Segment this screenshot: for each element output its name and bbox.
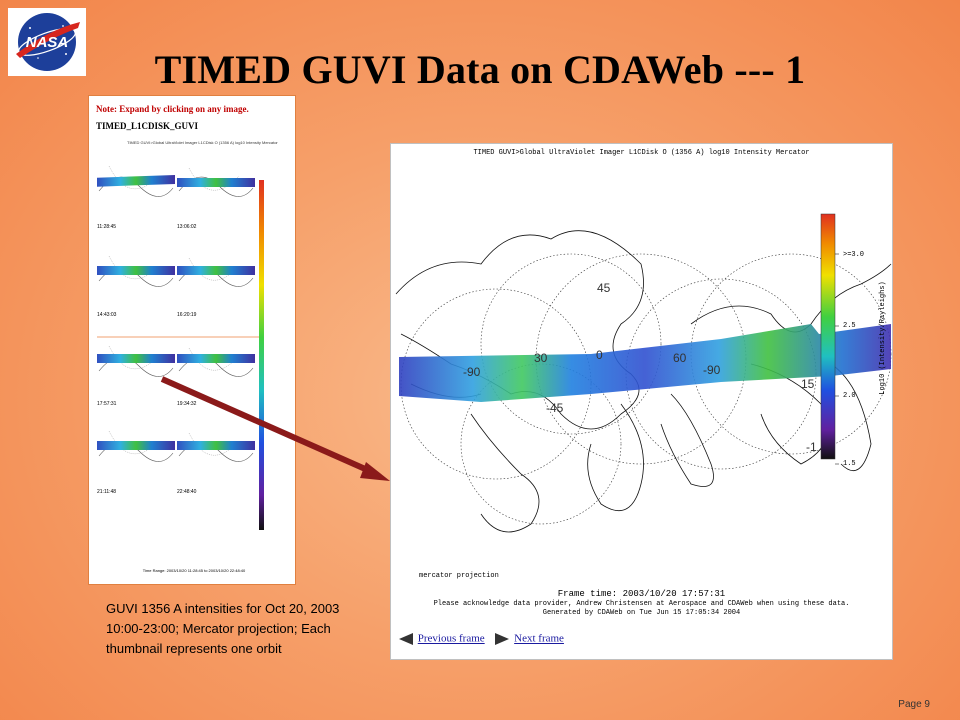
thumbnail-time: 13:06:02 <box>177 224 197 230</box>
mercator-map[interactable]: 45 30 0 -90 60 -90 -45 15 -1 <box>391 144 894 564</box>
colorbar-label: Log10 (Intensity/Rayleighs) <box>879 281 887 395</box>
thumbnail-subtitle: TIMED GUVI>Global UltraViolet Imager L1C… <box>127 140 278 145</box>
caption: GUVI 1356 A intensities for Oct 20, 2003… <box>106 601 340 656</box>
thumbnail-time: 21:11:48 <box>97 489 117 495</box>
data-swath <box>399 324 891 402</box>
colorbar-tick: 2.5 <box>843 322 856 330</box>
thumbnail-time: 22:48:40 <box>177 489 197 495</box>
projection-label: mercator projection <box>419 572 499 580</box>
frame-time: Frame time: 2003/10/20 17:57:31 <box>557 589 726 599</box>
nasa-meatball-icon: NASA <box>16 13 80 71</box>
next-frame-link[interactable]: Next frame <box>514 632 564 645</box>
svg-text:-90: -90 <box>463 365 481 379</box>
thumbnail-header: TIMED_L1CDISK_GUVI <box>96 121 199 131</box>
thumbnail[interactable] <box>97 151 175 233</box>
thumbnail-time: 19:34:32 <box>177 401 197 407</box>
thumbnail[interactable] <box>177 151 255 233</box>
plot-title: TIMED GUVI>Global UltraViolet Imager L1C… <box>473 149 810 157</box>
svg-text:-1: -1 <box>806 440 817 454</box>
thumbnail-colorbar <box>259 180 264 530</box>
grid-labels: 45 30 0 -90 60 -90 -45 15 -1 <box>463 281 817 454</box>
svg-text:30: 30 <box>534 351 548 365</box>
thumbnail[interactable] <box>177 241 255 323</box>
thumbnail-note: Note: Expand by clicking on any image. <box>96 104 249 114</box>
thumbnail[interactable] <box>97 416 175 498</box>
next-arrow-icon[interactable] <box>493 632 511 646</box>
slide-title: TIMED GUVI Data on CDAWeb --- 1 <box>154 47 806 92</box>
acknowledgement-text: Please acknowledge data provider, Andrew… <box>433 600 850 608</box>
colorbar <box>820 213 836 460</box>
thumbnail-page: Note: Expand by clicking on any image. T… <box>88 95 296 585</box>
main-plot-panel: TIMED GUVI>Global UltraViolet Imager L1C… <box>390 143 893 660</box>
colorbar-tick: 2.0 <box>843 392 856 400</box>
generated-text: Generated by CDAWeb on Tue Jun 15 17:05:… <box>542 609 741 617</box>
thumbnail-grid <box>97 151 264 530</box>
previous-frame-link[interactable]: Previous frame <box>417 632 485 645</box>
svg-text:45: 45 <box>597 281 611 295</box>
page-number: Page 9 <box>898 699 930 710</box>
frame-nav: Previous frame Next frame <box>397 632 564 646</box>
svg-text:0: 0 <box>596 348 603 362</box>
svg-text:NASA: NASA <box>26 34 69 51</box>
colorbar-tick: 1.5 <box>843 460 856 468</box>
thumbnail-time: 14:43:03 <box>97 312 117 318</box>
acknowledgement: Please acknowledge data provider, Andrew… <box>391 600 892 618</box>
thumbnail-footer: Time Range: 2003/10/20 11:28:45 to 2003/… <box>142 568 246 573</box>
thumbnail[interactable] <box>177 416 255 498</box>
nasa-logo: NASA <box>8 8 86 76</box>
thumbnail-time: 11:28:45 <box>97 224 117 230</box>
svg-text:-90: -90 <box>703 363 721 377</box>
thumbnail-time: 17:57:31 <box>97 401 117 407</box>
svg-text:-45: -45 <box>546 401 564 415</box>
svg-text:15: 15 <box>801 377 815 391</box>
thumbnail[interactable] <box>97 241 175 323</box>
colorbar-tick: >=3.0 <box>843 251 865 259</box>
previous-arrow-icon[interactable] <box>397 632 415 646</box>
thumbnail-time: 16:20:19 <box>177 312 197 318</box>
svg-text:60: 60 <box>673 351 687 365</box>
